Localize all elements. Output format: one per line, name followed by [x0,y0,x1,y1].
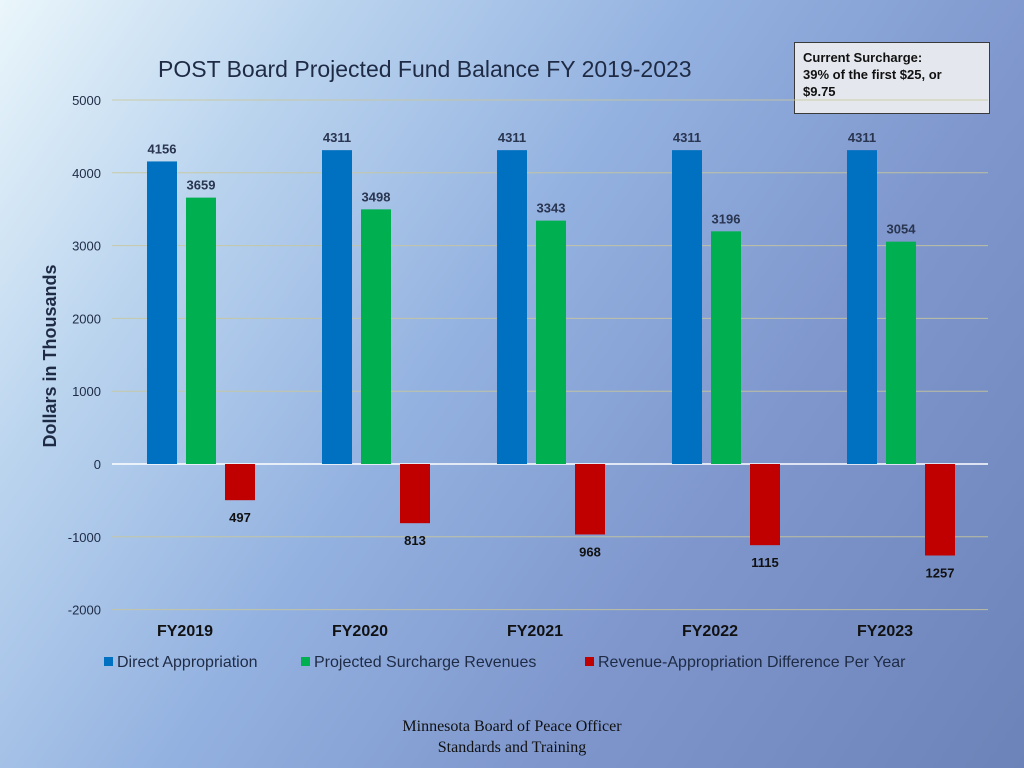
bar-difference [225,464,255,501]
bar-surcharge-revenues [186,197,216,464]
footer-line-1: Minnesota Board of Peace Officer [402,718,622,735]
x-tick-label: FY2021 [507,623,563,640]
y-tick-label: 4000 [72,166,101,181]
y-tick-label: 0 [94,457,101,472]
y-tick-label: 2000 [72,311,101,326]
y-axis-title: Dollars in Thousands [40,264,60,447]
bar-surcharge-revenues [361,209,391,464]
bar-surcharge-revenues [536,220,566,464]
y-tick-label: -2000 [68,603,101,618]
data-label: 3498 [362,189,391,204]
chart-title: POST Board Projected Fund Balance FY 201… [158,56,692,82]
x-tick-label: FY2023 [857,623,913,640]
data-label: 4311 [673,130,701,145]
data-label: 4311 [323,130,351,145]
bar-difference [750,464,780,546]
bar-chart: -2000 -1000 0 1000 2000 3000 4000 5000 Dollars i… [40,93,988,671]
bar-difference [575,464,605,535]
legend-swatch [301,657,310,666]
bar-surcharge-revenues [886,241,916,464]
legend-label: Projected Surcharge Revenues [314,654,536,671]
bar-surcharge-revenues [711,231,741,464]
data-label: 968 [579,544,601,559]
x-tick-label: FY2020 [332,623,388,640]
data-label: 3659 [187,178,216,193]
surcharge-line-2: 39% of the first $25, or [803,67,942,82]
legend-label: Revenue-Appropriation Difference Per Yea… [598,654,906,671]
surcharge-callout: Current Surcharge: 39% of the first $25,… [794,42,990,114]
surcharge-line-1: Current Surcharge: [803,50,923,65]
bar-direct-appropriation [672,150,702,465]
y-tick-label: 5000 [72,93,101,108]
x-tick-label: FY2019 [157,623,213,640]
data-label: 3196 [712,211,741,226]
y-tick-label: -1000 [68,530,101,545]
footer-line-2: Standards and Training [437,739,587,756]
bar-difference [925,464,955,556]
data-label: 4311 [498,130,526,145]
data-label: 497 [229,510,251,525]
data-label: 4311 [848,130,876,145]
data-label: 1257 [926,566,955,581]
y-tick-label: 3000 [72,239,101,254]
bar-difference [400,464,430,524]
data-label: 3343 [537,201,566,216]
legend-swatch [585,657,594,666]
surcharge-line-3: $9.75 [803,84,836,99]
data-label: 813 [404,533,426,548]
legend-label: Direct Appropriation [117,654,258,671]
y-tick-label: 1000 [72,384,101,399]
data-label: 4156 [148,141,177,156]
bar-direct-appropriation [147,161,177,464]
bar-direct-appropriation [847,150,877,465]
footer: Minnesota Board of Peace Officer Standar… [0,716,1024,758]
x-tick-label: FY2022 [682,623,738,640]
legend-swatch [104,657,113,666]
data-label: 1115 [751,555,779,570]
data-label: 3054 [887,222,917,237]
bar-direct-appropriation [497,150,527,465]
bar-direct-appropriation [322,150,352,465]
